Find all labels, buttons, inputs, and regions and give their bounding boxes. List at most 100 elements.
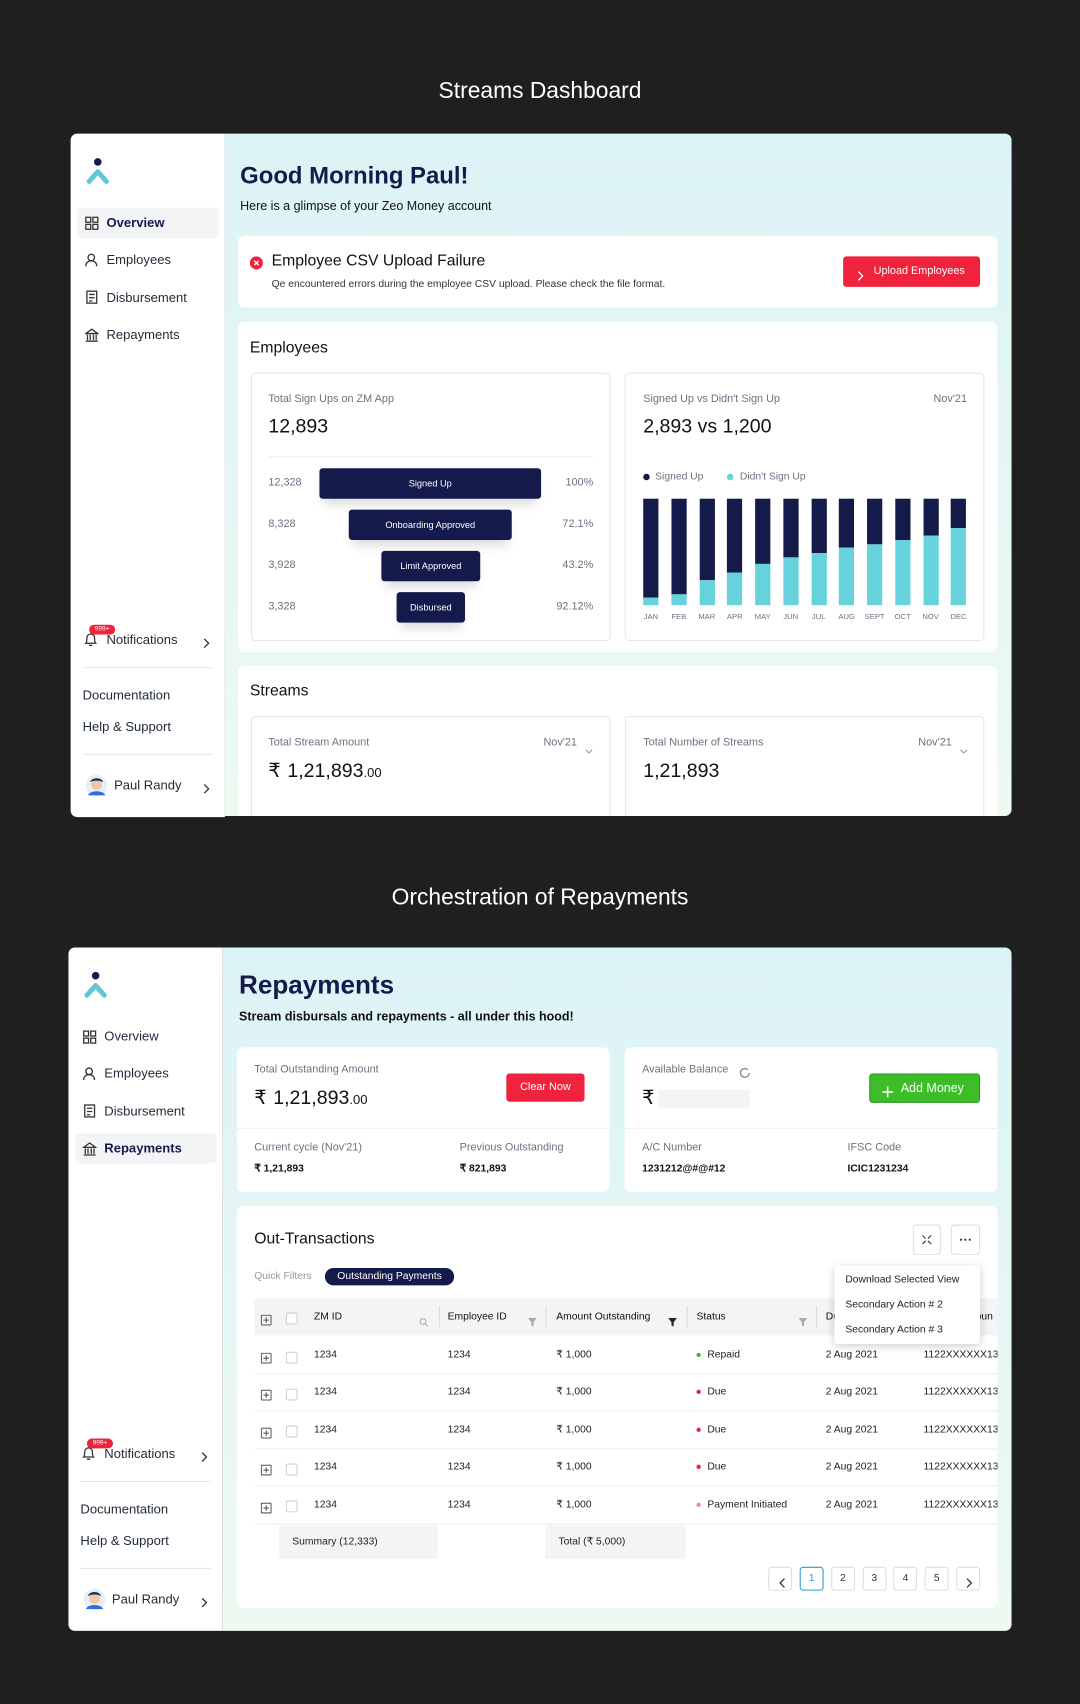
nav-icon: [85, 216, 99, 230]
icon-part: [882, 1086, 894, 1098]
menu-item[interactable]: Secondary Action # 2: [845, 1298, 943, 1311]
icon-part: [253, 260, 260, 266]
page-number[interactable]: 1: [808, 1572, 815, 1585]
sidebar-link[interactable]: Help & Support: [80, 1532, 169, 1549]
row-checkbox[interactable]: [285, 1386, 298, 1401]
stat-value: 1,21,893: [643, 759, 720, 782]
button-label[interactable]: Upload Employees: [873, 265, 965, 278]
cell: 2 Aug 2021: [825, 1348, 878, 1361]
row-checkbox[interactable]: [285, 1498, 298, 1513]
stat-box: [624, 716, 985, 816]
row-checkbox[interactable]: [285, 1424, 298, 1438]
sidebar-link[interactable]: Help & Support: [82, 719, 172, 735]
icon-part: [89, 1592, 100, 1604]
page-button[interactable]: 2: [830, 1566, 855, 1591]
nav-item[interactable]: Disbursement: [106, 289, 187, 305]
add-money-button[interactable]: Add Money: [869, 1073, 981, 1103]
cell: 2 Aug 2021: [825, 1423, 878, 1436]
row-checkbox[interactable]: [285, 1461, 298, 1476]
icon-part: [260, 1352, 272, 1364]
expand-row[interactable]: [260, 1349, 272, 1364]
bar-signed-up: [950, 498, 967, 529]
filter-text[interactable]: Outstanding Payments: [337, 1270, 442, 1283]
icon-part: [668, 1317, 677, 1327]
cell: 1234: [447, 1348, 471, 1361]
clear-button[interactable]: Clear Now: [506, 1073, 585, 1102]
select-all[interactable]: [285, 1310, 298, 1325]
plus-icon: [882, 1083, 894, 1098]
icon-part: [84, 971, 107, 998]
icon-part: [260, 1427, 272, 1439]
menu-item[interactable]: Download Selected View: [845, 1273, 960, 1286]
bar-signed-up: [895, 498, 911, 541]
cell: 1122XXXXXX13: [923, 1348, 998, 1361]
upload-button[interactable]: Upload Employees: [843, 256, 981, 287]
expand-row[interactable]: [260, 1499, 272, 1514]
page-number[interactable]: 4: [902, 1572, 909, 1585]
bar-signed-up: [643, 498, 659, 598]
nav-item[interactable]: Repayments: [104, 1140, 182, 1157]
page-button[interactable]: 1: [799, 1566, 824, 1591]
nav-item[interactable]: Overview: [106, 214, 165, 231]
cell: 2 Aug 2021: [825, 1386, 878, 1399]
icon-part: [88, 791, 106, 796]
notifications[interactable]: Notifications: [104, 1445, 176, 1462]
more-button[interactable]: [950, 1224, 981, 1255]
icon-part: [779, 1578, 785, 1588]
page-button[interactable]: [768, 1566, 793, 1591]
expand-row[interactable]: [260, 1424, 272, 1439]
nav-item[interactable]: Employees: [104, 1066, 169, 1082]
page-number[interactable]: 2: [840, 1572, 846, 1585]
stat-period: Nov'21: [543, 736, 577, 749]
page-button[interactable]: 3: [862, 1566, 887, 1591]
nav-item[interactable]: Disbursement: [104, 1103, 185, 1119]
row-checkbox[interactable]: [285, 1349, 298, 1364]
amount: 1,21,893: [273, 1086, 350, 1109]
button-label[interactable]: Clear Now: [520, 1081, 571, 1094]
icon-part: [84, 633, 98, 647]
cell: 1122XXXXXX13: [923, 1386, 998, 1399]
button-label[interactable]: Add Money: [900, 1081, 964, 1095]
icon-part: [857, 271, 864, 281]
nav-item[interactable]: Overview: [104, 1028, 159, 1044]
user-name[interactable]: Paul Randy: [114, 777, 182, 793]
nav-item[interactable]: Repayments: [106, 327, 180, 343]
page-number[interactable]: 3: [871, 1572, 878, 1585]
sidebar-link[interactable]: Documentation: [80, 1501, 169, 1517]
icon-part: [285, 1312, 298, 1325]
logo: [86, 158, 112, 186]
user-name[interactable]: Paul Randy: [111, 1591, 180, 1607]
icon-part: [668, 1317, 677, 1327]
stat-label: A/C Number: [642, 1141, 702, 1154]
page-button[interactable]: [956, 1566, 981, 1591]
expand-all[interactable]: [260, 1311, 272, 1326]
cell: 2 Aug 2021: [825, 1460, 878, 1473]
stat-label: Signed Up vs Didn't Sign Up: [643, 393, 780, 406]
expand-button[interactable]: [912, 1224, 941, 1255]
badge: 999+: [86, 1438, 113, 1449]
currency: ₹: [642, 1086, 655, 1109]
notifications[interactable]: Notifications: [106, 632, 178, 648]
icon-part: [90, 1029, 97, 1037]
icon-part: [260, 1390, 272, 1401]
page-button[interactable]: 5: [924, 1566, 949, 1591]
icon-part: [85, 774, 108, 797]
filter-pill[interactable]: Outstanding Payments: [324, 1267, 455, 1286]
funnel-stage: Signed Up: [408, 477, 452, 489]
expand-row[interactable]: [260, 1462, 272, 1476]
menu-item[interactable]: Secondary Action # 3: [845, 1323, 943, 1336]
page-button[interactable]: 4: [893, 1566, 918, 1591]
icon-part: [260, 1390, 272, 1401]
stat-box: [250, 372, 611, 642]
expand-row[interactable]: [260, 1387, 272, 1401]
greeting: Good Morning Paul!: [240, 161, 469, 189]
page-number[interactable]: 5: [933, 1572, 940, 1585]
funnel-percent: 92.12%: [556, 600, 594, 613]
summary-bg: [545, 1525, 686, 1560]
cell: 1234: [314, 1498, 337, 1511]
column-header: oun: [975, 1310, 993, 1323]
nav-item[interactable]: Employees: [106, 252, 171, 268]
sidebar-link[interactable]: Documentation: [82, 687, 171, 703]
nav-icon: [85, 290, 99, 305]
bar-didnt-sign-up: [922, 535, 939, 606]
